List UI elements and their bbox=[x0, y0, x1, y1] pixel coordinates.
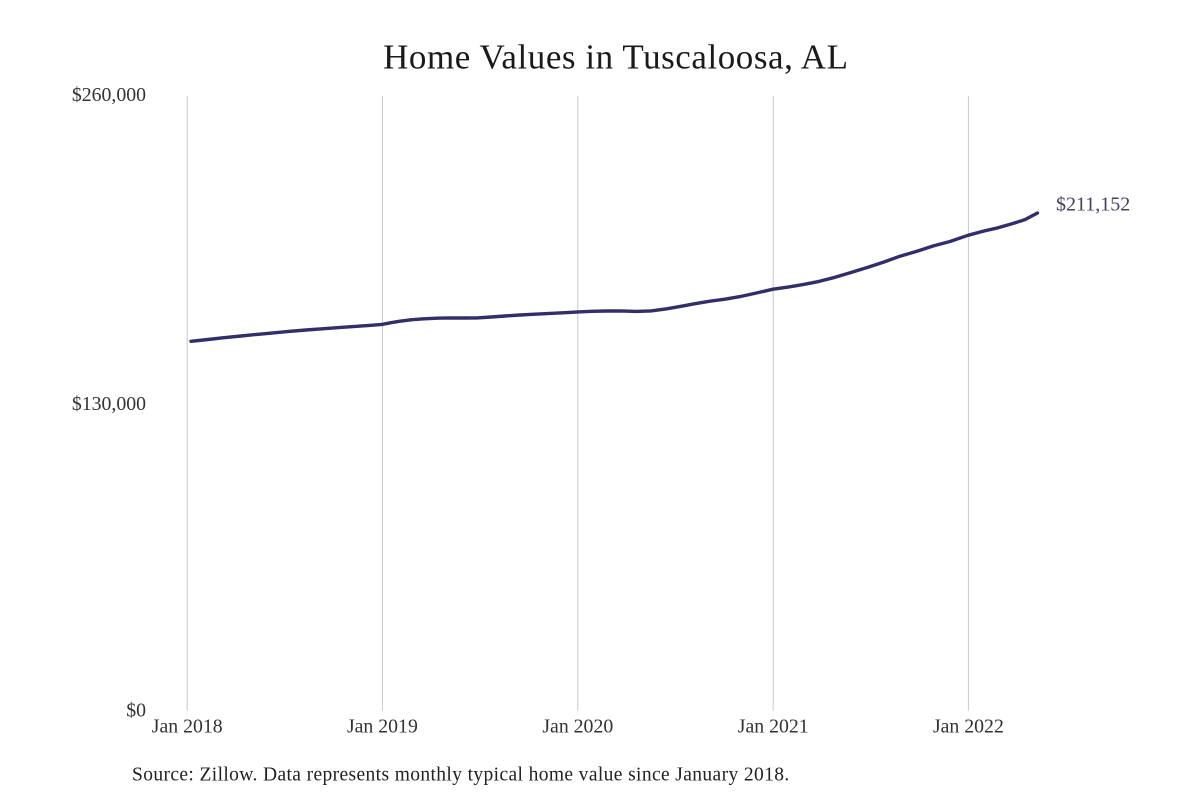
svg-text:$130,000: $130,000 bbox=[72, 393, 146, 415]
svg-text:$0: $0 bbox=[126, 700, 146, 722]
svg-text:Jan 2021: Jan 2021 bbox=[738, 716, 809, 738]
svg-text:Jan 2022: Jan 2022 bbox=[933, 716, 1004, 738]
svg-text:Jan 2019: Jan 2019 bbox=[347, 716, 418, 738]
svg-text:Home Values in Tuscaloosa, AL: Home Values in Tuscaloosa, AL bbox=[383, 38, 848, 77]
svg-text:Jan 2018: Jan 2018 bbox=[152, 716, 223, 738]
svg-text:$211,152: $211,152 bbox=[1056, 194, 1130, 216]
svg-text:Jan 2020: Jan 2020 bbox=[542, 716, 613, 738]
svg-text:Source: Zillow. Data represent: Source: Zillow. Data represents monthly … bbox=[132, 764, 790, 785]
svg-text:$260,000: $260,000 bbox=[72, 84, 146, 106]
